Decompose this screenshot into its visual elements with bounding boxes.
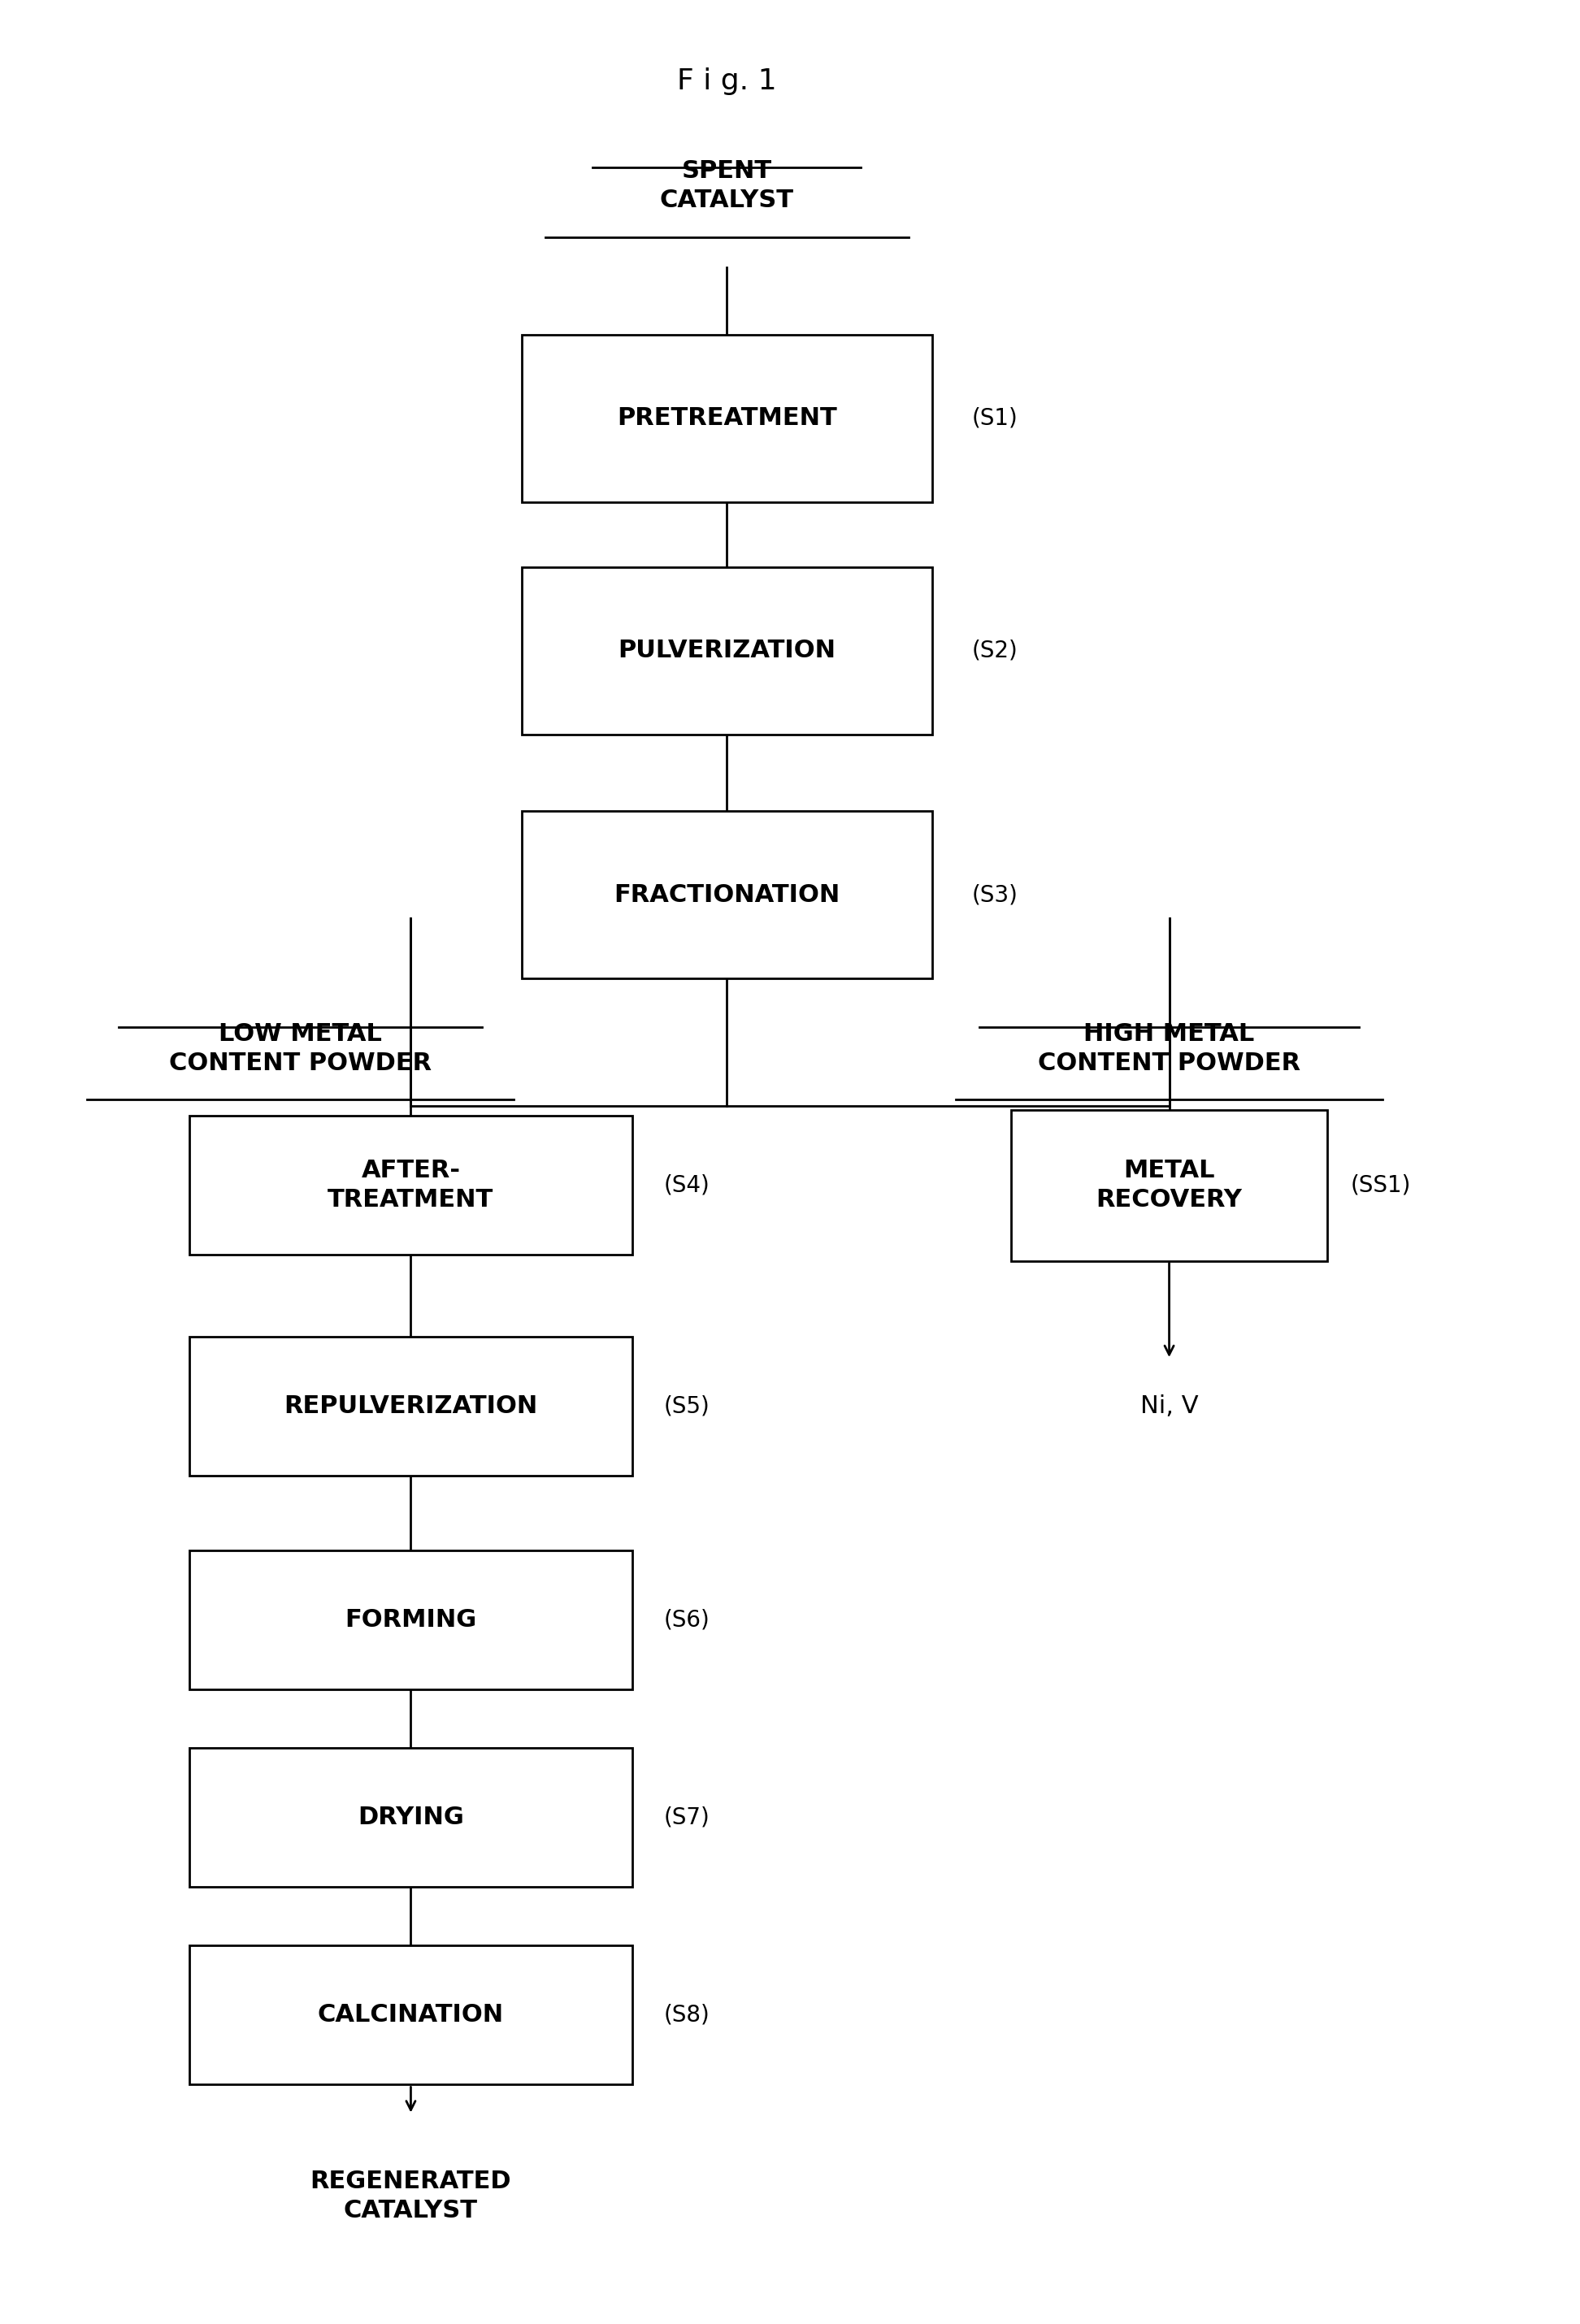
Text: SPENT
CATALYST: SPENT CATALYST [660, 160, 793, 211]
Text: LOW METAL
CONTENT POWDER: LOW METAL CONTENT POWDER [169, 1023, 431, 1076]
FancyBboxPatch shape [190, 1116, 632, 1255]
Text: METAL
RECOVERY: METAL RECOVERY [1097, 1160, 1242, 1211]
Text: REGENERATED
CATALYST: REGENERATED CATALYST [310, 2171, 512, 2222]
Text: (S1): (S1) [972, 407, 1018, 430]
FancyBboxPatch shape [190, 1336, 632, 1476]
Text: Ni, V: Ni, V [1141, 1394, 1198, 1418]
FancyBboxPatch shape [1011, 1111, 1327, 1260]
Text: DRYING: DRYING [357, 1806, 465, 1829]
FancyBboxPatch shape [521, 567, 932, 734]
Text: F i g. 1: F i g. 1 [676, 67, 777, 95]
Text: REPULVERIZATION: REPULVERIZATION [284, 1394, 537, 1418]
Text: (S8): (S8) [664, 2003, 709, 2027]
Text: (S3): (S3) [972, 883, 1018, 906]
Text: PRETREATMENT: PRETREATMENT [616, 407, 837, 430]
FancyBboxPatch shape [521, 335, 932, 502]
Text: FRACTIONATION: FRACTIONATION [613, 883, 841, 906]
FancyBboxPatch shape [190, 1748, 632, 1887]
FancyBboxPatch shape [190, 1550, 632, 1690]
Text: (S7): (S7) [664, 1806, 709, 1829]
FancyBboxPatch shape [190, 1945, 632, 2085]
Text: (S2): (S2) [972, 639, 1018, 662]
Text: PULVERIZATION: PULVERIZATION [618, 639, 836, 662]
FancyBboxPatch shape [521, 811, 932, 978]
Text: (S4): (S4) [664, 1174, 709, 1197]
Text: FORMING: FORMING [344, 1608, 477, 1631]
Text: (SS1): (SS1) [1351, 1174, 1411, 1197]
Text: HIGH METAL
CONTENT POWDER: HIGH METAL CONTENT POWDER [1038, 1023, 1300, 1076]
Text: AFTER-
TREATMENT: AFTER- TREATMENT [327, 1160, 495, 1211]
Text: (S5): (S5) [664, 1394, 709, 1418]
Text: CALCINATION: CALCINATION [318, 2003, 504, 2027]
Text: (S6): (S6) [664, 1608, 709, 1631]
